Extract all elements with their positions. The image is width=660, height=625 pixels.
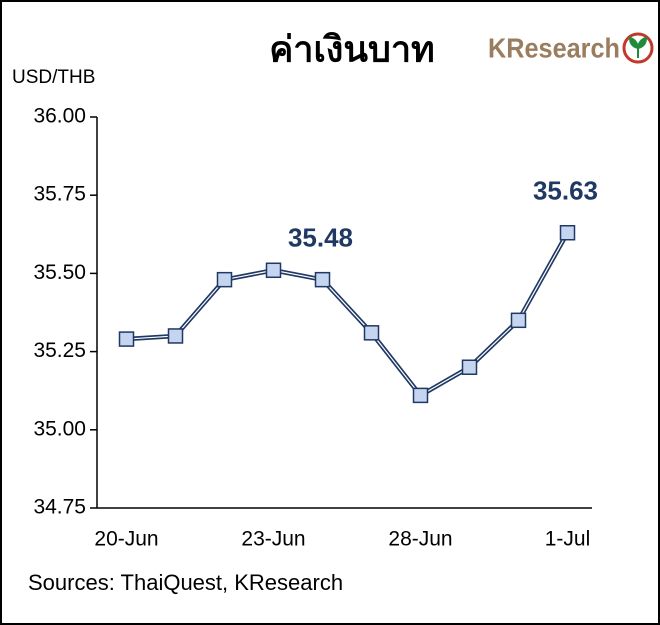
logo-icon bbox=[622, 32, 654, 64]
x-tick-label: 28-Jun bbox=[388, 528, 452, 551]
y-tick-label: 35.00 bbox=[33, 417, 86, 440]
x-tick-label: 20-Jun bbox=[94, 528, 158, 551]
marker bbox=[363, 325, 380, 341]
y-tick-label: 34.75 bbox=[33, 496, 86, 519]
data-label: 35.63 bbox=[533, 176, 598, 206]
marker bbox=[265, 262, 282, 279]
source-note: Sources: ThaiQuest, KResearch bbox=[28, 570, 343, 595]
marker bbox=[559, 224, 576, 241]
marker bbox=[167, 328, 184, 344]
y-tick-label: 36.00 bbox=[33, 105, 86, 128]
line-highlight bbox=[126, 232, 569, 396]
y-tick-label: 35.50 bbox=[33, 261, 86, 284]
chart-title: ค่าเงินบาท bbox=[269, 29, 435, 70]
x-tick-label: 1-Jul bbox=[545, 528, 591, 551]
marker bbox=[510, 312, 527, 329]
marker bbox=[216, 271, 233, 288]
x-tick-label: 23-Jun bbox=[241, 528, 305, 551]
data-label: 35.48 bbox=[288, 223, 353, 253]
marker bbox=[412, 387, 429, 404]
marker bbox=[461, 359, 478, 375]
y-axis-label: USD/THB bbox=[12, 67, 95, 88]
y-tick-label: 35.25 bbox=[33, 339, 86, 362]
marker bbox=[118, 331, 135, 347]
logo-text: KResearch bbox=[488, 32, 620, 63]
marker bbox=[314, 271, 331, 288]
y-tick-label: 35.75 bbox=[33, 183, 86, 206]
